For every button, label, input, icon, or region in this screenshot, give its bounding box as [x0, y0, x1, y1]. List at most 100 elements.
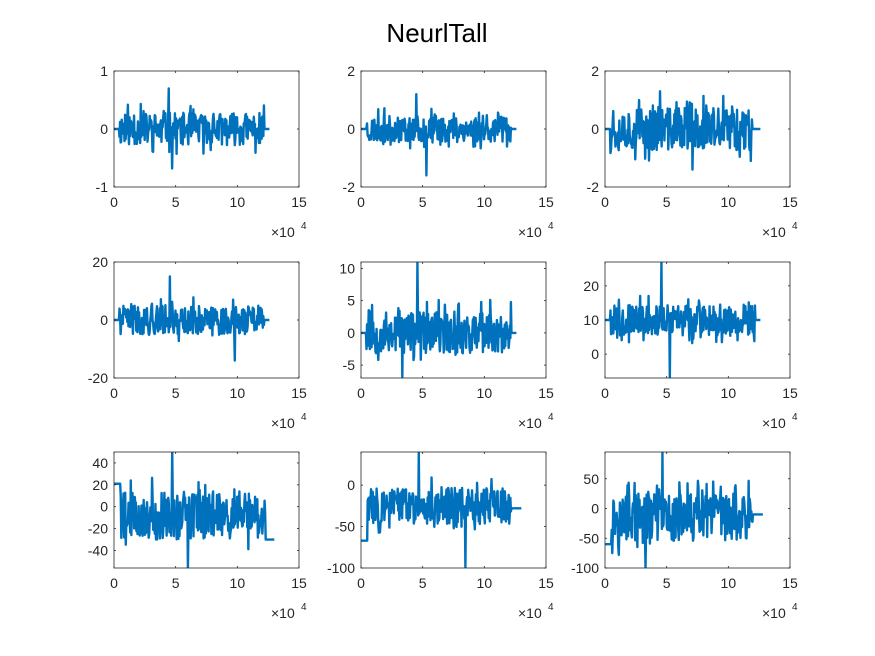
subplot-8: 0 5 10 15 -100 -50 0 ×10 4: [327, 451, 554, 621]
y-tick-label: -100: [327, 560, 355, 576]
x-tick-label: 10: [721, 575, 737, 591]
x-tick-label: 15: [538, 575, 554, 591]
x-tick-label: 15: [538, 385, 554, 401]
series-line: [605, 452, 763, 568]
subplot-7: 0 5 10 15 -40 -20 0 20 40 ×10 4: [88, 451, 307, 621]
y-tick-label: 0: [347, 121, 355, 137]
series-line: [361, 262, 517, 378]
x-tick-label: 15: [782, 575, 798, 591]
x-tick-label: 10: [230, 575, 246, 591]
x-exponent-label: ×10: [518, 415, 542, 431]
x-tick-label: 15: [782, 194, 798, 210]
x-exponent-label: ×10: [762, 224, 786, 240]
series-line: [605, 262, 761, 378]
y-tick-label: 5: [347, 293, 355, 309]
x-exponent-power: 4: [792, 602, 798, 613]
x-tick-label: 15: [782, 385, 798, 401]
axes-frame: [360, 451, 547, 569]
x-tick-label: 0: [357, 575, 365, 591]
x-tick-label: 10: [477, 385, 493, 401]
x-exponent-label: ×10: [518, 224, 542, 240]
figure-title: NeurlTall: [386, 18, 487, 48]
axes-frame: [604, 451, 791, 569]
y-tick-label: 0: [100, 312, 108, 328]
y-tick-label: 0: [100, 121, 108, 137]
x-exponent-power: 4: [301, 221, 307, 232]
y-tick-label: -5: [343, 357, 356, 373]
y-tick-label: 0: [591, 501, 599, 517]
y-tick-label: 0: [591, 121, 599, 137]
series-line: [114, 275, 270, 362]
y-tick-label: 20: [92, 477, 108, 493]
x-exponent-label: ×10: [271, 224, 295, 240]
y-tick-label: -1: [96, 179, 109, 195]
y-tick-label: 40: [92, 455, 108, 471]
x-tick-label: 0: [601, 194, 609, 210]
series-line: [114, 87, 270, 170]
subplot-3: 0 5 10 15-202×10 4: [587, 63, 798, 240]
x-tick-label: 0: [110, 575, 118, 591]
x-tick-label: 0: [110, 194, 118, 210]
y-tick-label: -50: [335, 519, 355, 535]
x-exponent-power: 4: [792, 221, 798, 232]
x-tick-label: 0: [110, 385, 118, 401]
y-tick-label: 0: [347, 477, 355, 493]
y-tick-label: 0: [591, 346, 599, 362]
x-tick-label: 10: [721, 385, 737, 401]
x-tick-label: 0: [357, 194, 365, 210]
y-tick-label: 50: [583, 471, 599, 487]
x-tick-label: 5: [419, 194, 427, 210]
x-exponent-power: 4: [548, 221, 554, 232]
x-exponent-label: ×10: [271, 415, 295, 431]
y-tick-label: -50: [579, 530, 599, 546]
subplot-2: 0 5 10 15-202×10 4: [343, 63, 554, 240]
x-tick-label: 0: [357, 385, 365, 401]
x-exponent-label: ×10: [762, 415, 786, 431]
x-tick-label: 10: [230, 385, 246, 401]
x-tick-label: 5: [172, 194, 180, 210]
y-tick-label: 1: [100, 63, 108, 79]
x-exponent-power: 4: [792, 412, 798, 423]
y-tick-label: -20: [88, 370, 108, 386]
y-tick-label: 2: [347, 63, 355, 79]
y-tick-label: -2: [343, 179, 356, 195]
axes-frame: [113, 451, 300, 569]
x-tick-label: 0: [601, 575, 609, 591]
x-exponent-power: 4: [548, 602, 554, 613]
x-exponent-label: ×10: [518, 605, 542, 621]
x-exponent-label: ×10: [271, 605, 295, 621]
y-tick-label: -2: [587, 179, 600, 195]
x-tick-label: 5: [663, 575, 671, 591]
y-tick-label: 20: [92, 254, 108, 270]
x-tick-label: 5: [663, 194, 671, 210]
y-tick-label: 0: [347, 325, 355, 341]
series-line: [605, 90, 761, 171]
y-tick-label: 10: [339, 260, 355, 276]
x-tick-label: 15: [291, 385, 307, 401]
series-line: [361, 452, 522, 568]
subplot-9: 0 5 10 15 -100 -50 0 50 ×10 4: [571, 451, 798, 621]
x-tick-label: 5: [172, 575, 180, 591]
x-tick-label: 10: [477, 194, 493, 210]
series-line: [114, 452, 275, 568]
x-tick-label: 5: [419, 385, 427, 401]
subplot-1: 0 5 10 15-101×10 4: [96, 63, 307, 240]
x-exponent-power: 4: [301, 602, 307, 613]
x-tick-label: 5: [663, 385, 671, 401]
x-tick-label: 10: [230, 194, 246, 210]
y-tick-label: 20: [583, 278, 599, 294]
y-tick-label: 2: [591, 63, 599, 79]
subplot-6: 0 5 10 15 0 10 20 ×10 4: [583, 261, 798, 431]
x-tick-label: 15: [291, 575, 307, 591]
x-tick-label: 5: [172, 385, 180, 401]
x-tick-label: 5: [419, 575, 427, 591]
axes-frame: [360, 261, 547, 379]
x-tick-label: 10: [477, 575, 493, 591]
subplot-grid: 0 5 10 15-101×10 40 5 10 15-202×10 40 5 10 15-202×1…: [88, 63, 798, 621]
x-exponent-power: 4: [301, 412, 307, 423]
x-tick-label: 0: [601, 385, 609, 401]
y-tick-label: -40: [88, 542, 108, 558]
